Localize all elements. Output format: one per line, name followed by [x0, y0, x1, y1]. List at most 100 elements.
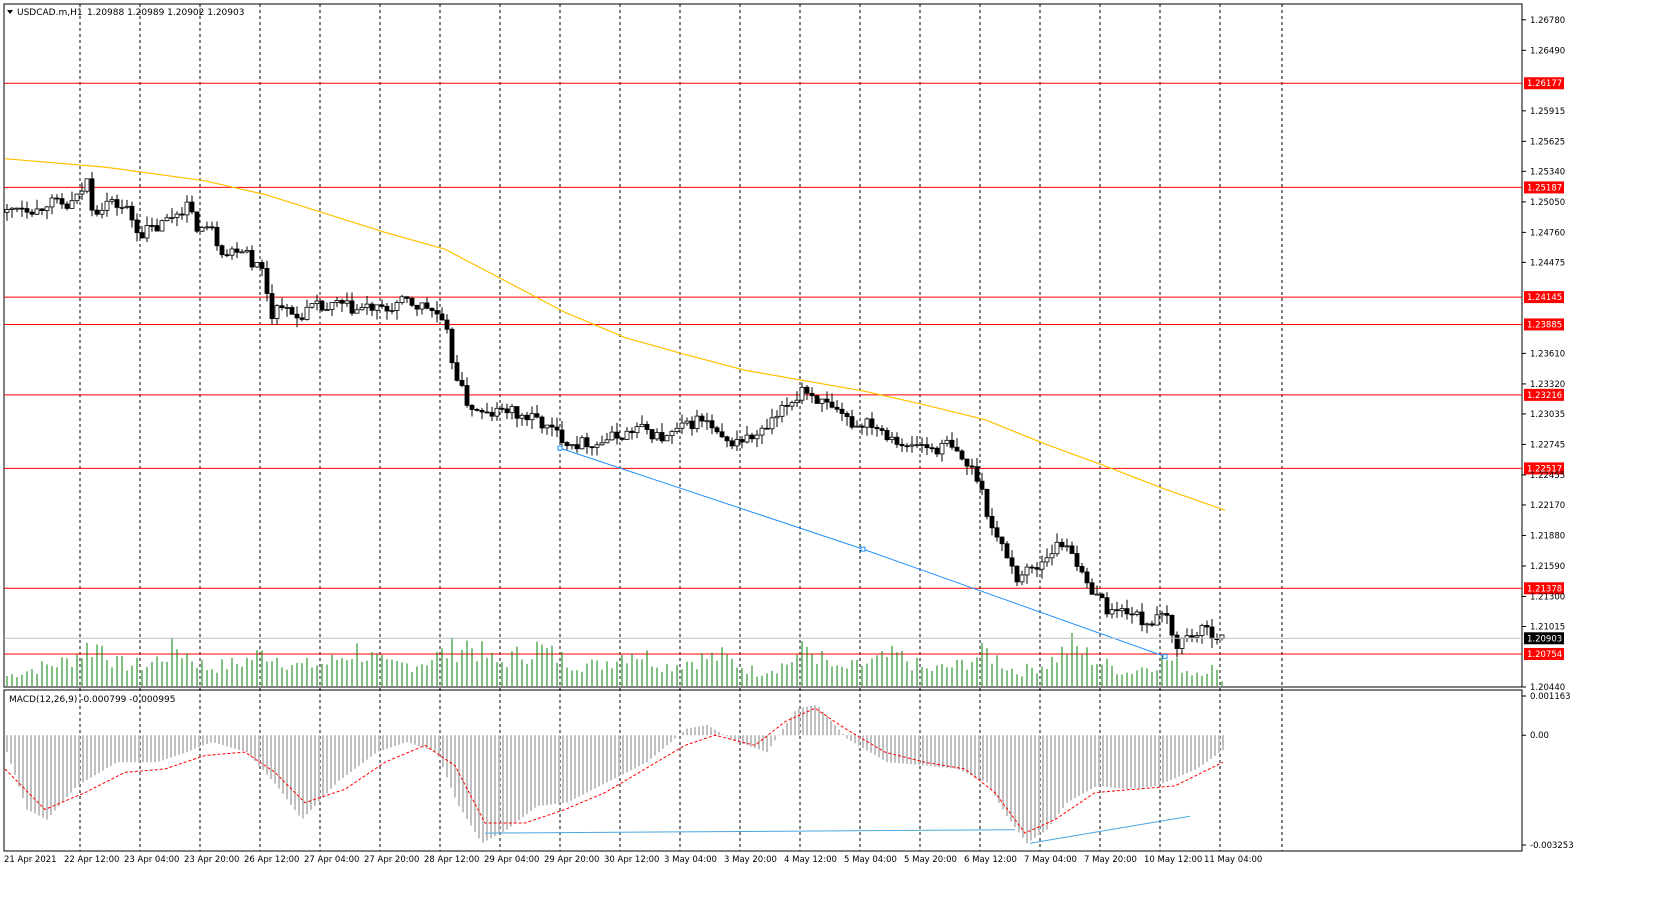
candle-body: [704, 420, 710, 423]
moving-average-line[interactable]: [4, 158, 1226, 511]
candle-body: [919, 444, 925, 447]
candle-body: [64, 203, 70, 209]
candle-body: [1004, 543, 1010, 559]
time-label: 3 May 04:00: [664, 855, 717, 865]
candle-body: [694, 415, 700, 429]
candle-body: [1169, 614, 1175, 636]
level-label: 1.20754: [1527, 650, 1562, 660]
horizontal-levels[interactable]: 1.26177 1.25187 1.24145 1.23885 1.23216 1.225…: [4, 77, 1564, 660]
level-label-bg: [1524, 647, 1564, 660]
candle-body: [234, 248, 240, 253]
candle-body: [259, 262, 265, 269]
candle-body: [34, 208, 40, 215]
candle-body: [1089, 582, 1095, 595]
candle-body: [44, 206, 50, 211]
candle-body: [789, 402, 795, 407]
candle-body: [359, 307, 365, 311]
candle-body: [1189, 635, 1195, 638]
candle-body: [284, 307, 290, 309]
candle-body: [99, 209, 105, 215]
candle-body: [1149, 623, 1155, 626]
candle-body: [974, 466, 980, 482]
level-label: 1.23216: [1527, 391, 1562, 401]
candle-body: [144, 225, 150, 239]
candle-body: [319, 300, 325, 311]
candle-body: [154, 225, 160, 232]
candle-body: [804, 386, 810, 394]
candle-body: [289, 307, 295, 315]
macd-indicator: [4, 705, 1224, 844]
macd-signal-line: [4, 707, 1224, 834]
candle-body: [509, 406, 515, 414]
price-label: 1.22170: [1530, 501, 1565, 511]
time-label: 10 May 12:00: [1144, 855, 1202, 865]
time-label: 28 Apr 12:00: [424, 855, 479, 865]
price-label: 1.25915: [1530, 107, 1565, 117]
level-label: 1.22517: [1527, 464, 1562, 474]
volume-bars: [6, 633, 1223, 686]
candle-body: [649, 429, 655, 440]
candle-body: [619, 437, 625, 440]
candle-body: [674, 427, 680, 432]
candle-body: [834, 406, 840, 410]
candle-body: [529, 413, 535, 421]
candle-body: [179, 213, 185, 216]
candle-body: [134, 219, 140, 234]
candle-body: [124, 205, 130, 208]
candle-body: [229, 248, 235, 256]
candle-body: [624, 430, 630, 440]
ohlc-values: 1.20988 1.20989 1.20902 1.20903: [87, 8, 244, 18]
candle-body: [149, 225, 155, 227]
level-label: 1.26177: [1527, 79, 1562, 89]
candle-body: [329, 301, 335, 311]
candle-body: [744, 434, 750, 443]
candle-body: [239, 251, 245, 254]
price-label: 1.21300: [1530, 592, 1565, 602]
candle-body: [954, 446, 960, 452]
price-label: 1.25050: [1530, 198, 1565, 208]
price-label: 1.26780: [1530, 16, 1565, 26]
candle-body: [364, 303, 370, 308]
candle-body: [599, 442, 605, 446]
candle-body: [344, 300, 350, 304]
candle-body: [639, 423, 645, 428]
level-label-bg: [1524, 291, 1564, 304]
candle-body: [574, 444, 580, 450]
candle-body: [279, 305, 285, 309]
candle-body: [754, 434, 760, 440]
macd-trendline: [484, 829, 1016, 834]
price-label: 1.21590: [1530, 562, 1565, 572]
candle-body: [324, 309, 330, 312]
trendline[interactable]: [557, 445, 1168, 659]
price-label: 1.21880: [1530, 531, 1565, 541]
candle-body: [969, 465, 975, 468]
candle-body: [1019, 574, 1025, 583]
candle-body: [1099, 593, 1105, 599]
candle-body: [1194, 635, 1200, 638]
candle-body: [194, 211, 200, 232]
candle-body: [524, 414, 530, 421]
candle-body: [1144, 623, 1150, 626]
symbol-dropdown-icon[interactable]: [7, 10, 13, 14]
candle-body: [1039, 561, 1045, 570]
candle-body: [559, 429, 565, 443]
candle-body: [484, 411, 490, 414]
candle-body: [84, 178, 90, 192]
candle-body: [664, 435, 670, 442]
price-axis: 1.26780 1.26490 1.25915 1.25625 1.25340 1.250…: [1522, 16, 1565, 693]
time-label: 22 Apr 12:00: [64, 855, 119, 865]
candle-body: [914, 444, 920, 447]
price-label: 1.22455: [1530, 471, 1565, 481]
candle-body: [499, 407, 505, 410]
candle-body: [684, 420, 690, 424]
candle-body: [54, 197, 60, 200]
time-label: 5 May 04:00: [844, 855, 897, 865]
time-label: 26 Apr 12:00: [244, 855, 299, 865]
candle-body: [1029, 566, 1035, 569]
candle-body: [394, 302, 400, 311]
candle-body: [929, 447, 935, 450]
candle-body: [1069, 545, 1075, 554]
time-label: 23 Apr 20:00: [184, 855, 239, 865]
candle-body: [779, 405, 785, 417]
